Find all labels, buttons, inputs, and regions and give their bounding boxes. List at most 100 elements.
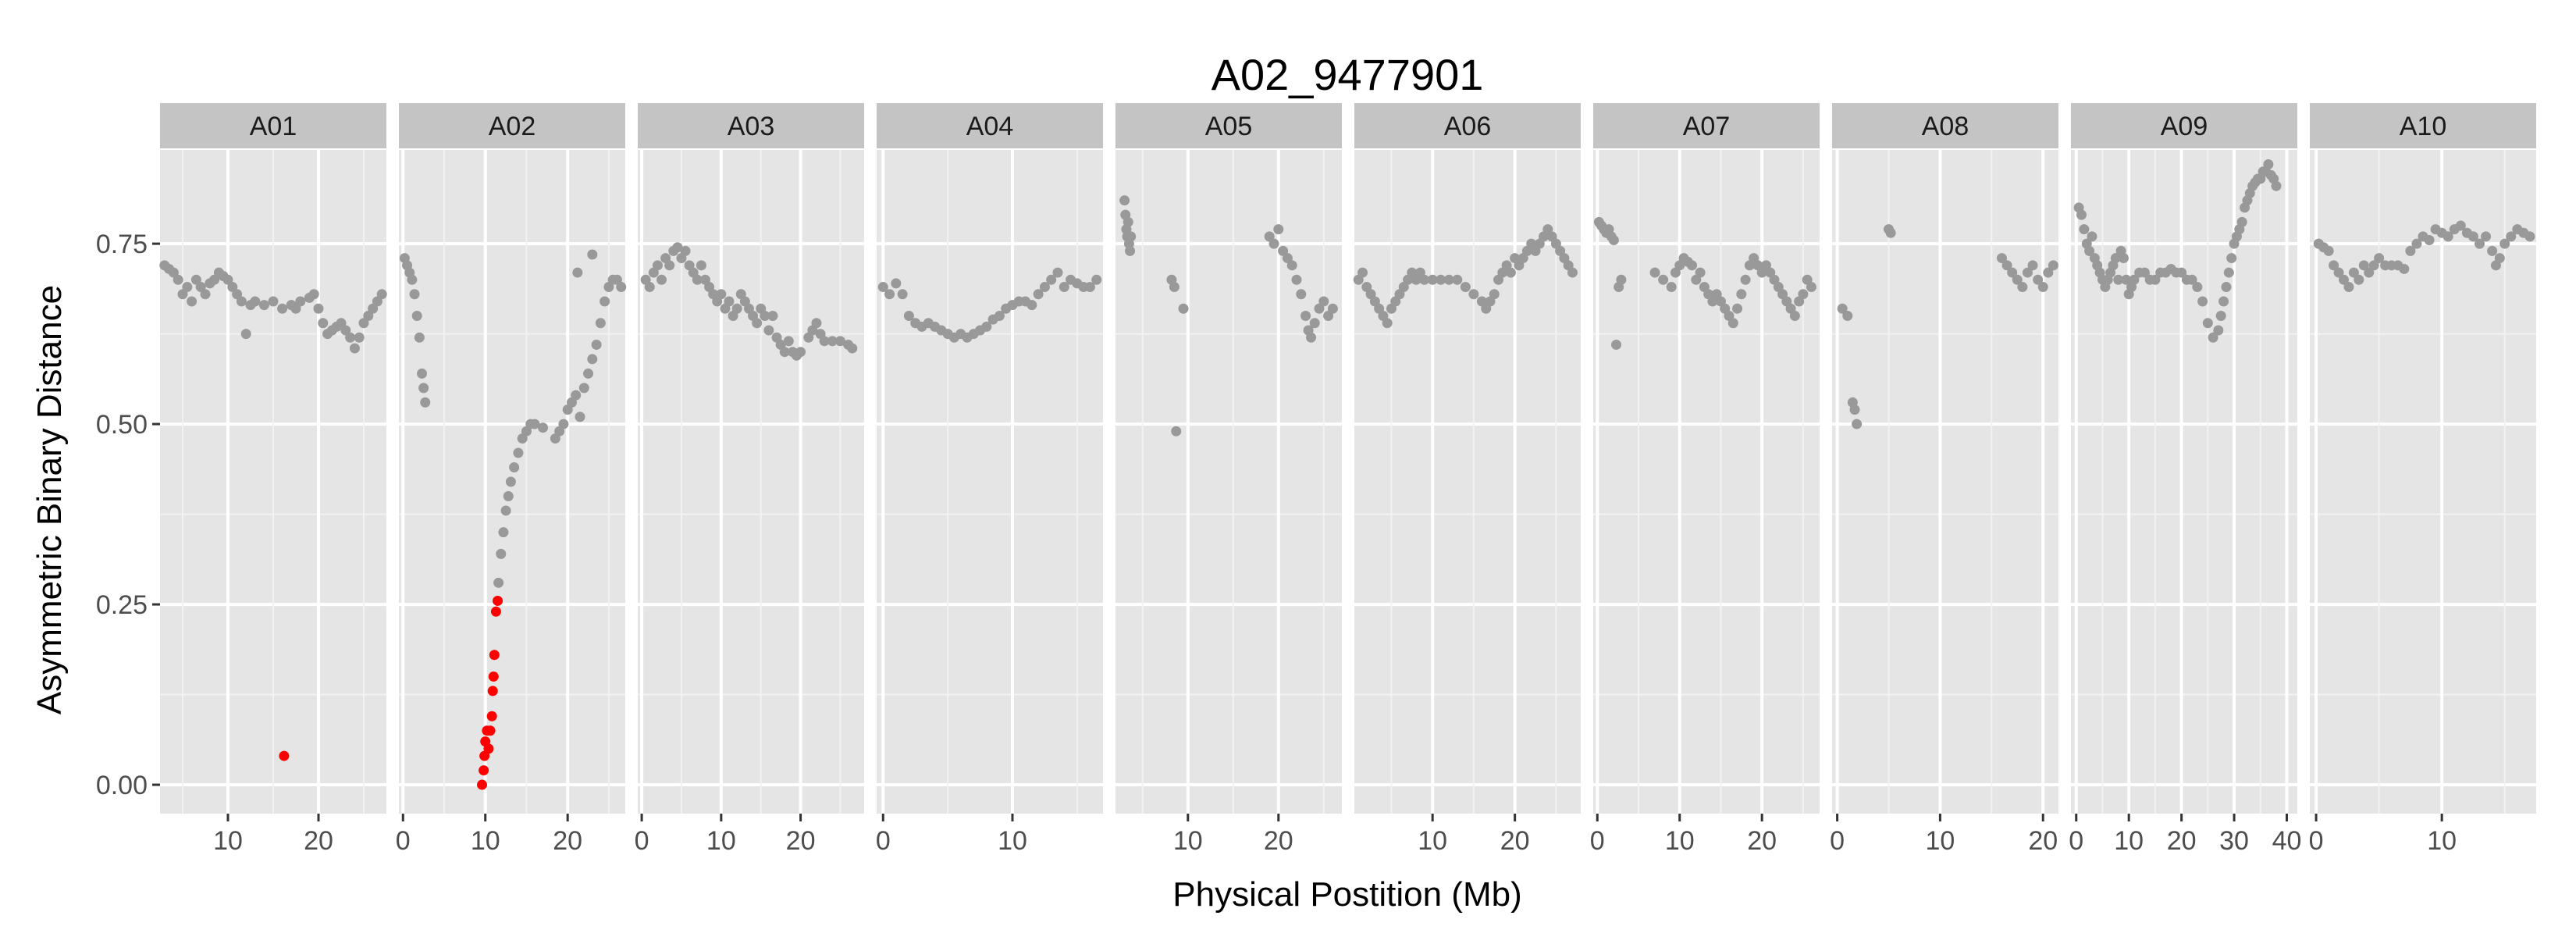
data-point — [2339, 274, 2349, 285]
x-tick-label: 10 — [2427, 826, 2457, 856]
data-point — [340, 325, 351, 336]
data-point — [595, 318, 606, 329]
data-point — [571, 390, 582, 401]
data-point — [2374, 253, 2385, 264]
data-point — [2113, 274, 2124, 285]
data-point — [2500, 238, 2510, 249]
point-series — [399, 249, 627, 588]
data-point — [227, 282, 238, 293]
data-point — [795, 347, 806, 358]
facet-strip — [399, 103, 625, 148]
highlight-point — [483, 743, 494, 754]
data-point — [1505, 267, 1516, 278]
point-series — [2313, 220, 2535, 293]
facet-panel-a06: A06 10 20 — [1353, 103, 1581, 856]
x-tick-label: 0 — [396, 826, 411, 856]
data-point — [2022, 267, 2033, 278]
data-point — [1314, 303, 1325, 314]
x-tick-label: 0 — [635, 826, 649, 856]
data-point — [407, 274, 418, 285]
data-point — [376, 289, 387, 300]
facet-panel-a01: A01 10 20 — [159, 103, 387, 856]
facet-strip — [2071, 103, 2297, 148]
point-series — [159, 260, 387, 354]
data-point — [2215, 311, 2226, 321]
data-point — [2405, 245, 2416, 256]
data-point — [409, 289, 420, 300]
data-point — [1286, 260, 1297, 271]
data-point — [1309, 318, 1320, 329]
data-point — [716, 289, 727, 300]
data-point — [1695, 267, 1706, 278]
data-point — [724, 296, 735, 307]
data-point — [2263, 159, 2274, 169]
y-tick-label: 0.25 — [96, 590, 148, 620]
highlight-point — [489, 650, 500, 661]
data-point — [190, 274, 201, 285]
data-point — [2399, 263, 2410, 274]
data-point — [891, 278, 902, 289]
facet-strip — [877, 103, 1103, 148]
panel-background — [1593, 150, 1820, 814]
data-point — [1125, 245, 1136, 256]
data-point — [277, 303, 288, 314]
data-point — [505, 476, 516, 487]
data-point — [509, 462, 520, 473]
x-tick-label: 20 — [1747, 826, 1777, 856]
data-point — [1489, 289, 1500, 300]
facet-strip — [160, 103, 386, 148]
data-point — [2329, 260, 2339, 271]
point-series — [1353, 224, 1578, 329]
highlight-point — [479, 765, 489, 776]
data-point — [2076, 209, 2087, 220]
data-point — [572, 267, 583, 278]
facet-strip-label: A07 — [1683, 112, 1731, 141]
facet-strip — [1832, 103, 2058, 148]
data-point — [752, 318, 763, 329]
data-point — [336, 318, 347, 329]
data-point — [2475, 238, 2485, 249]
data-point — [2208, 332, 2218, 343]
highlight-point — [487, 686, 498, 697]
data-point — [2186, 274, 2197, 285]
data-point — [420, 397, 431, 408]
data-point — [1849, 404, 1860, 415]
highlight-point — [485, 725, 496, 736]
panel-background — [1115, 150, 1342, 814]
data-point — [2424, 234, 2435, 245]
data-point — [1837, 303, 1848, 314]
data-point — [1039, 282, 1050, 293]
data-point — [1740, 274, 1751, 285]
y-axis-title: Asymmetric Binary Distance — [30, 285, 69, 714]
panel-background — [1832, 150, 2058, 814]
data-point — [2506, 231, 2517, 242]
data-point — [232, 289, 243, 300]
facet-strip-label: A09 — [2161, 112, 2208, 141]
data-point — [1658, 274, 1669, 285]
data-point — [819, 336, 830, 347]
data-point — [1736, 289, 1747, 300]
data-point — [173, 274, 183, 285]
data-point — [1059, 282, 1069, 293]
data-point — [2202, 318, 2213, 329]
data-point — [600, 296, 610, 307]
data-point — [2033, 274, 2044, 285]
panel-background — [2071, 150, 2297, 814]
data-point — [1687, 260, 1698, 271]
data-point — [2467, 231, 2478, 242]
x-tick-label: 40 — [2272, 826, 2302, 856]
facet-panel-a04: A04 0 10 — [876, 103, 1103, 856]
data-point — [1264, 231, 1275, 242]
data-point — [1460, 282, 1471, 293]
data-point — [1997, 253, 2007, 264]
data-point — [1806, 282, 1816, 293]
x-tick-label: 10 — [998, 826, 1027, 856]
data-point — [847, 343, 858, 354]
data-point — [779, 347, 790, 358]
data-point — [644, 282, 655, 293]
data-point — [1452, 274, 1463, 285]
data-point — [500, 505, 511, 516]
data-point — [1026, 300, 1037, 311]
data-point — [877, 282, 888, 293]
